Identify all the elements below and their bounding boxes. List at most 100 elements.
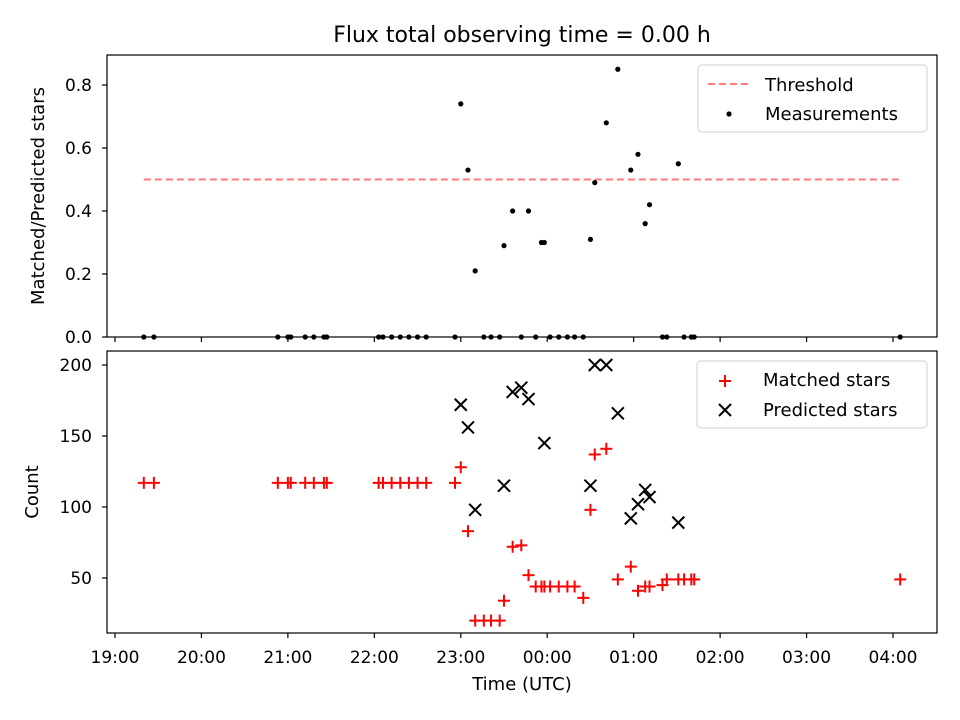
matched-star-point [631, 584, 644, 597]
predicted-star-point [599, 358, 613, 372]
top-panel: Flux total observing time = 0.00 h 0.0 0.… [28, 23, 938, 348]
predicted-star-point [468, 503, 482, 517]
predicted-star-point [624, 511, 638, 526]
bottom-y-axis-label: Count [22, 465, 43, 518]
measurement-point [603, 120, 609, 126]
legend-measurements-swatch [726, 111, 732, 117]
top-y-tick-label: 0.0 [65, 328, 92, 348]
matched-star-point [588, 448, 601, 461]
x-tick-label: 01:00 [609, 648, 658, 668]
measurement-point [458, 101, 464, 107]
bottom-x-ticks: 19:00 20:00 21:00 22:00 23:00 00:00 01:00 02:00… [91, 633, 918, 668]
measurement-point [642, 221, 648, 227]
x-tick-label: 21:00 [263, 648, 312, 668]
top-legend-box [697, 64, 928, 133]
x-tick-label: 22:00 [350, 648, 399, 668]
matched-star-point [137, 476, 150, 489]
bottom-legend: Matched stars Predicted stars [696, 360, 928, 429]
legend-matched-label: Matched stars [763, 370, 890, 391]
matched-star-point [420, 476, 433, 489]
measurement-point [592, 180, 598, 186]
top-y-tick-label: 0.4 [65, 202, 92, 222]
top-y-tick-label: 0.8 [65, 76, 92, 96]
matched-star-point [624, 560, 637, 573]
x-tick-label: 00:00 [523, 648, 572, 668]
bottom-y-tick-label: 50 [70, 569, 92, 589]
predicted-star-point [454, 398, 468, 412]
matched-star-point [506, 540, 519, 553]
top-plot-frame [106, 54, 938, 338]
predicted-star-point [588, 358, 602, 372]
matched-star-point [584, 503, 597, 516]
x-tick-label: 20:00 [177, 648, 226, 668]
legend-predicted-label: Predicted stars [763, 400, 897, 421]
bottom-plot-area [137, 358, 907, 627]
top-legend: Threshold Measurements [697, 64, 928, 133]
x-axis-label: Time (UTC) [471, 674, 572, 695]
matched-star-point [522, 569, 535, 582]
measurement-point [501, 243, 507, 249]
matched-star-point [894, 573, 907, 586]
x-tick-label: 23:00 [436, 648, 485, 668]
predicted-star-point [461, 420, 475, 435]
matched-star-point [449, 476, 462, 489]
bottom-panel: 50 100 150 200 Count 19:00 20:00 21:00 22:00 23… [22, 350, 938, 695]
top-y-axis-label: Matched/Predicted stars [28, 87, 49, 305]
predicted-star-point [611, 406, 625, 420]
predicted-star-point [505, 385, 520, 399]
top-y-tick-label: 0.6 [65, 139, 92, 159]
predicted-star-point [497, 478, 511, 493]
chart-title: Flux total observing time = 0.00 h [333, 23, 711, 48]
x-tick-label: 02:00 [696, 648, 745, 668]
matched-star-point [271, 476, 284, 489]
measurement-point [525, 208, 532, 214]
matched-star-point [688, 573, 701, 586]
predicted-star-point [583, 478, 598, 493]
matched-star-point [600, 442, 613, 455]
matched-star-point [643, 580, 656, 593]
measurement-point [675, 161, 681, 167]
matched-star-point [493, 614, 506, 627]
predicted-star-point [631, 497, 645, 511]
matched-star-point [611, 573, 624, 586]
bottom-y-tick-label: 100 [60, 498, 92, 518]
matched-star-point [568, 580, 581, 593]
matched-star-point [320, 476, 333, 489]
bottom-y-ticks: 50 100 150 200 [60, 356, 107, 589]
measurement-point [635, 151, 641, 157]
matched-star-point [577, 591, 590, 604]
matched-star-point [515, 539, 528, 552]
legend-measurements-label: Measurements [765, 104, 898, 125]
x-tick-label: 04:00 [869, 648, 918, 668]
predicted-star-point [638, 483, 652, 497]
matched-star-point [454, 461, 467, 474]
matched-star-point [461, 525, 474, 538]
measurement-point [615, 66, 621, 72]
bottom-plot-frame [106, 350, 938, 634]
predicted-star-point [537, 436, 552, 450]
matched-star-point [284, 476, 297, 489]
top-x-ticks [114, 337, 894, 342]
matched-star-point [660, 573, 673, 586]
bottom-y-tick-label: 200 [60, 356, 92, 376]
matched-star-point [147, 476, 160, 489]
bottom-y-tick-label: 150 [60, 427, 92, 447]
predicted-star-point [521, 392, 536, 406]
measurement-point [628, 167, 634, 173]
legend-threshold-label: Threshold [764, 75, 854, 96]
measurement-point [510, 208, 516, 214]
measurement-point [541, 239, 547, 246]
measurement-point [646, 202, 653, 208]
measurement-point [587, 236, 594, 242]
predicted-star-point [642, 490, 657, 504]
x-tick-label: 03:00 [782, 648, 831, 668]
matched-star-point [498, 594, 510, 607]
matched-star-point [307, 476, 320, 489]
measurement-point [465, 167, 471, 173]
top-y-tick-label: 0.2 [65, 265, 92, 285]
predicted-star-point [671, 515, 686, 530]
legend-predicted-swatch [718, 403, 732, 417]
x-tick-label: 19:00 [91, 648, 140, 668]
bottom-legend-box [696, 360, 928, 429]
